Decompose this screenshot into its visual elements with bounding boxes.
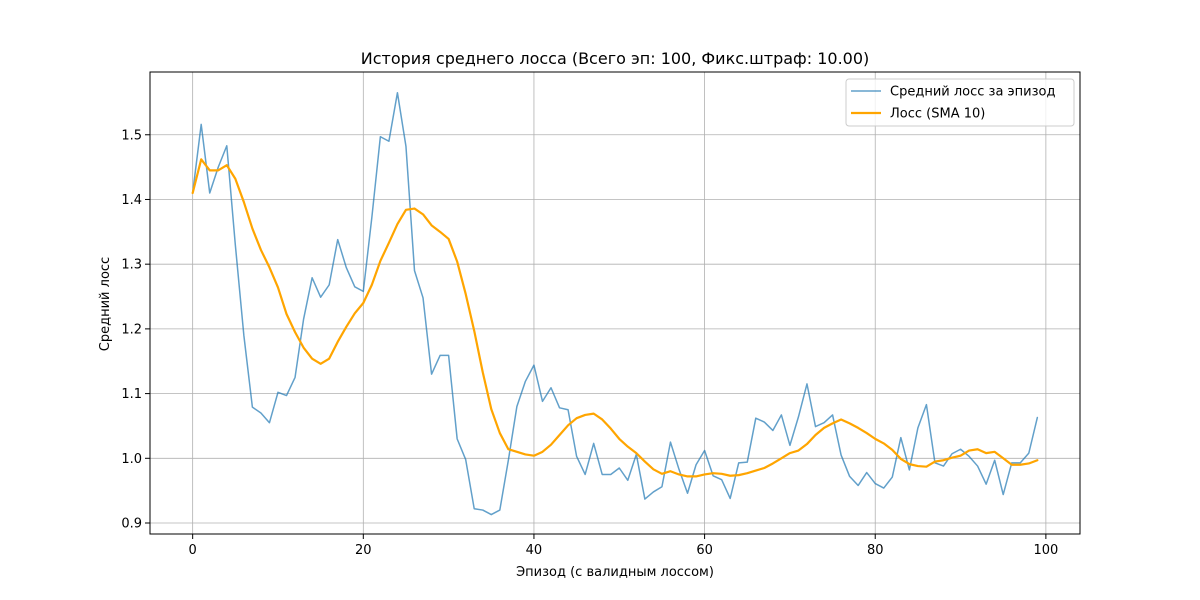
y-tick-label: 1.0 (121, 452, 142, 467)
series-lines (191, 91, 1039, 516)
legend-label-1: Средний лосс за эпизод (890, 85, 1055, 100)
x-axis-label: Эпизод (с валидным лоссом) (516, 565, 714, 580)
axis-ticks: 0 20 40 60 80 100 0.9 1.0 1.1 1.2 1.3 1.4 1.5 (121, 128, 1058, 558)
y-tick-label: 1.2 (121, 322, 142, 337)
y-tick-label: 1.5 (121, 128, 142, 143)
series-line-2 (191, 158, 1039, 478)
x-tick-label: 100 (1033, 543, 1058, 558)
chart-title: История среднего лосса (Всего эп: 100, Ф… (361, 49, 870, 68)
x-tick-label: 0 (189, 543, 197, 558)
x-tick-label: 20 (355, 543, 372, 558)
y-tick-label: 1.1 (121, 387, 142, 402)
y-tick-label: 0.9 (121, 517, 142, 532)
x-tick-label: 80 (867, 543, 884, 558)
y-tick-label: 1.4 (121, 193, 142, 208)
legend-label-2: Лосс (SMA 10) (890, 107, 985, 122)
series-line-1 (191, 91, 1039, 516)
legend-box (845, 78, 1075, 127)
y-tick-label: 1.3 (121, 258, 142, 273)
x-tick-label: 60 (696, 543, 713, 558)
x-tick-label: 40 (526, 543, 543, 558)
legend: Средний лосс за эпизод Лосс (SMA 10) (845, 78, 1075, 127)
y-axis-label: Средний лосс (98, 257, 113, 351)
plot-frame (149, 71, 1081, 535)
grid (150, 72, 1080, 534)
